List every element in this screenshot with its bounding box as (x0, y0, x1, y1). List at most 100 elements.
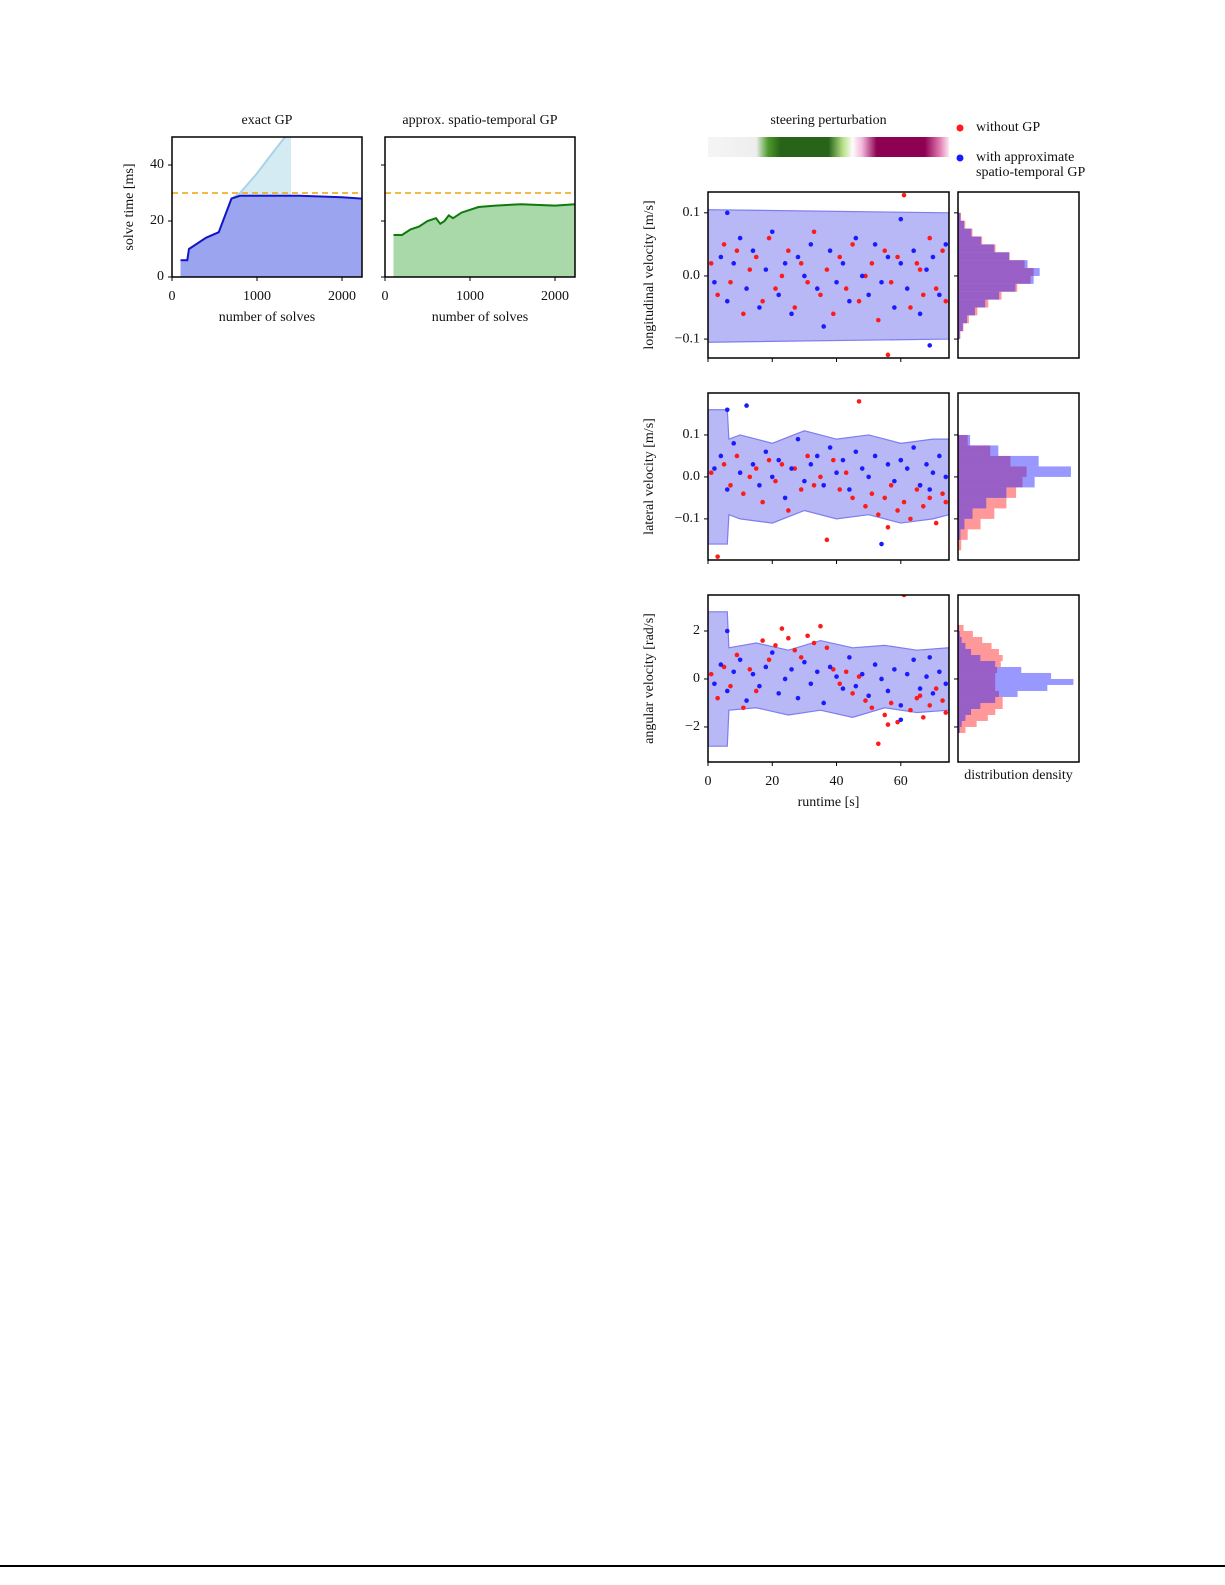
point (769, 650, 775, 655)
hist-bar (958, 636, 962, 643)
hist-bar (958, 307, 975, 316)
point (753, 254, 759, 260)
point (782, 676, 788, 682)
point (737, 235, 743, 241)
point (721, 462, 727, 467)
point (763, 267, 769, 272)
point (853, 683, 859, 689)
point (898, 703, 904, 708)
point (763, 664, 769, 670)
point (933, 686, 939, 691)
hist-bar (958, 315, 968, 324)
x-axis-label: number of solves (432, 310, 528, 325)
hist-bar (958, 726, 966, 733)
hist-bar (958, 630, 973, 637)
point (731, 441, 737, 446)
hist-bar (958, 672, 1052, 679)
hist-bar (958, 666, 1022, 673)
point (885, 462, 891, 467)
hist-bar (958, 487, 1007, 498)
point (769, 474, 775, 480)
hist-bar (958, 487, 1017, 498)
point (898, 261, 904, 266)
point (818, 623, 823, 629)
point (798, 487, 804, 492)
point (859, 671, 865, 677)
point (933, 286, 939, 291)
axes-frame (707, 191, 950, 359)
point (712, 279, 717, 285)
point (734, 652, 740, 658)
point (734, 453, 740, 459)
hist-bar (958, 268, 1040, 276)
y-tick-label: 0 (693, 671, 700, 686)
hist-bar (958, 291, 1002, 300)
point (879, 676, 884, 682)
point (737, 657, 743, 663)
point (760, 499, 765, 505)
point (843, 470, 849, 476)
point (863, 698, 868, 703)
point (937, 669, 942, 675)
chart-title: steering perturbation (770, 113, 886, 128)
x-tick-label: 1000 (456, 289, 484, 304)
point (805, 279, 810, 285)
point (766, 457, 772, 463)
point (853, 235, 859, 241)
hist-bar (958, 228, 972, 237)
point (908, 305, 913, 310)
point (708, 671, 714, 677)
hist-bar (958, 283, 1016, 292)
point (718, 254, 724, 260)
point (831, 667, 836, 672)
point (795, 695, 801, 701)
point (930, 254, 936, 260)
hist-bar (958, 684, 996, 691)
point (901, 499, 907, 505)
point (927, 655, 933, 660)
point (885, 688, 891, 694)
hist-bar (958, 244, 995, 253)
point (917, 686, 923, 691)
y-tick-label: 0.1 (683, 205, 701, 220)
point (724, 298, 730, 304)
hist-bar (958, 720, 962, 727)
point (859, 273, 865, 279)
point (892, 478, 897, 484)
chart-title: approx. spatio-temporal GP (402, 113, 557, 128)
hist-bar (958, 714, 988, 721)
point (831, 311, 836, 317)
y-tick-label: 0 (157, 269, 164, 284)
point (847, 655, 852, 660)
hist-bar (958, 518, 981, 530)
y-axis-label: longitudinal velocity [m/s] (642, 200, 657, 349)
point (808, 462, 814, 467)
point (718, 662, 724, 667)
hist-bar (958, 466, 1027, 477)
point (747, 667, 753, 672)
point (808, 242, 814, 247)
point (895, 508, 900, 513)
point (927, 235, 933, 241)
y-tick-label: 0.0 (683, 469, 701, 484)
point (876, 317, 881, 323)
point (876, 741, 881, 747)
point (747, 267, 753, 272)
point (895, 254, 900, 260)
point (930, 470, 936, 476)
hist-bar (958, 648, 972, 655)
y-tick-label: −0.1 (675, 331, 700, 346)
point (750, 671, 756, 677)
point (779, 273, 785, 279)
hist-bar (958, 497, 987, 509)
point (885, 254, 891, 260)
point (888, 483, 894, 488)
point (943, 242, 949, 247)
point (708, 470, 714, 476)
hist-bar (958, 630, 960, 637)
steering-colorbar (708, 137, 949, 157)
point (901, 192, 907, 198)
point (818, 474, 823, 480)
point (821, 324, 826, 329)
point (920, 715, 926, 720)
